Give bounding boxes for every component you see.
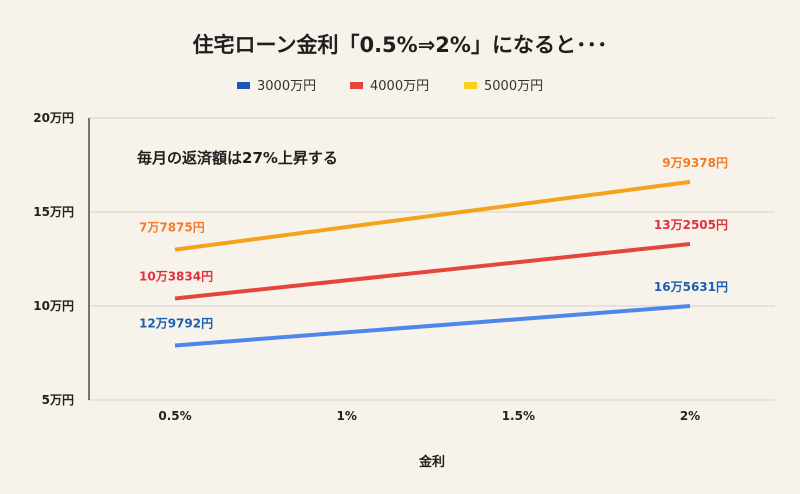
x-tick-label: 1% [336, 409, 356, 423]
x-tick-label: 1.5% [502, 409, 535, 423]
data-label-end: 16万5631円 [654, 280, 728, 294]
data-labels: 12万9792円 16万5631円 10万3834円 13万2505円 7万7875円 9… [139, 156, 728, 331]
data-label-start: 12万9792円 [139, 316, 213, 330]
legend-swatch [464, 82, 477, 89]
y-axis-ticks: 5万円 10万円 15万円 20万円 [33, 111, 74, 407]
y-tick-label: 10万円 [33, 299, 74, 313]
series-line [174, 241, 691, 301]
legend: 3000万円 4000万円 5000万円 [237, 79, 543, 94]
data-label-start: 10万3834円 [139, 269, 213, 283]
data-label-end: 13万2505円 [654, 218, 728, 232]
x-tick-label: 0.5% [158, 409, 191, 423]
series-lines [174, 179, 691, 348]
y-tick-label: 15万円 [33, 205, 74, 219]
x-tick-label: 2% [680, 409, 700, 423]
series-line [174, 304, 691, 348]
x-axis-label: 金利 [418, 454, 445, 470]
series-line [174, 179, 691, 252]
chart-title: 住宅ローン金利「0.5%⇒2%」になると･･･ [193, 33, 608, 57]
legend-label: 4000万円 [370, 79, 429, 94]
data-label-start: 7万7875円 [139, 221, 205, 235]
x-axis-ticks: 0.5% 1% 1.5% 2% [158, 409, 700, 423]
gridlines [88, 117, 775, 401]
y-tick-label: 5万円 [42, 393, 74, 407]
data-label-end: 9万9378円 [662, 156, 728, 170]
y-tick-label: 20万円 [33, 111, 74, 125]
legend-swatch [350, 82, 363, 89]
legend-swatch [237, 82, 250, 89]
chart-annotation: 毎月の返済額は27%上昇する [137, 149, 338, 167]
legend-label: 3000万円 [257, 79, 316, 94]
legend-label: 5000万円 [484, 79, 543, 94]
